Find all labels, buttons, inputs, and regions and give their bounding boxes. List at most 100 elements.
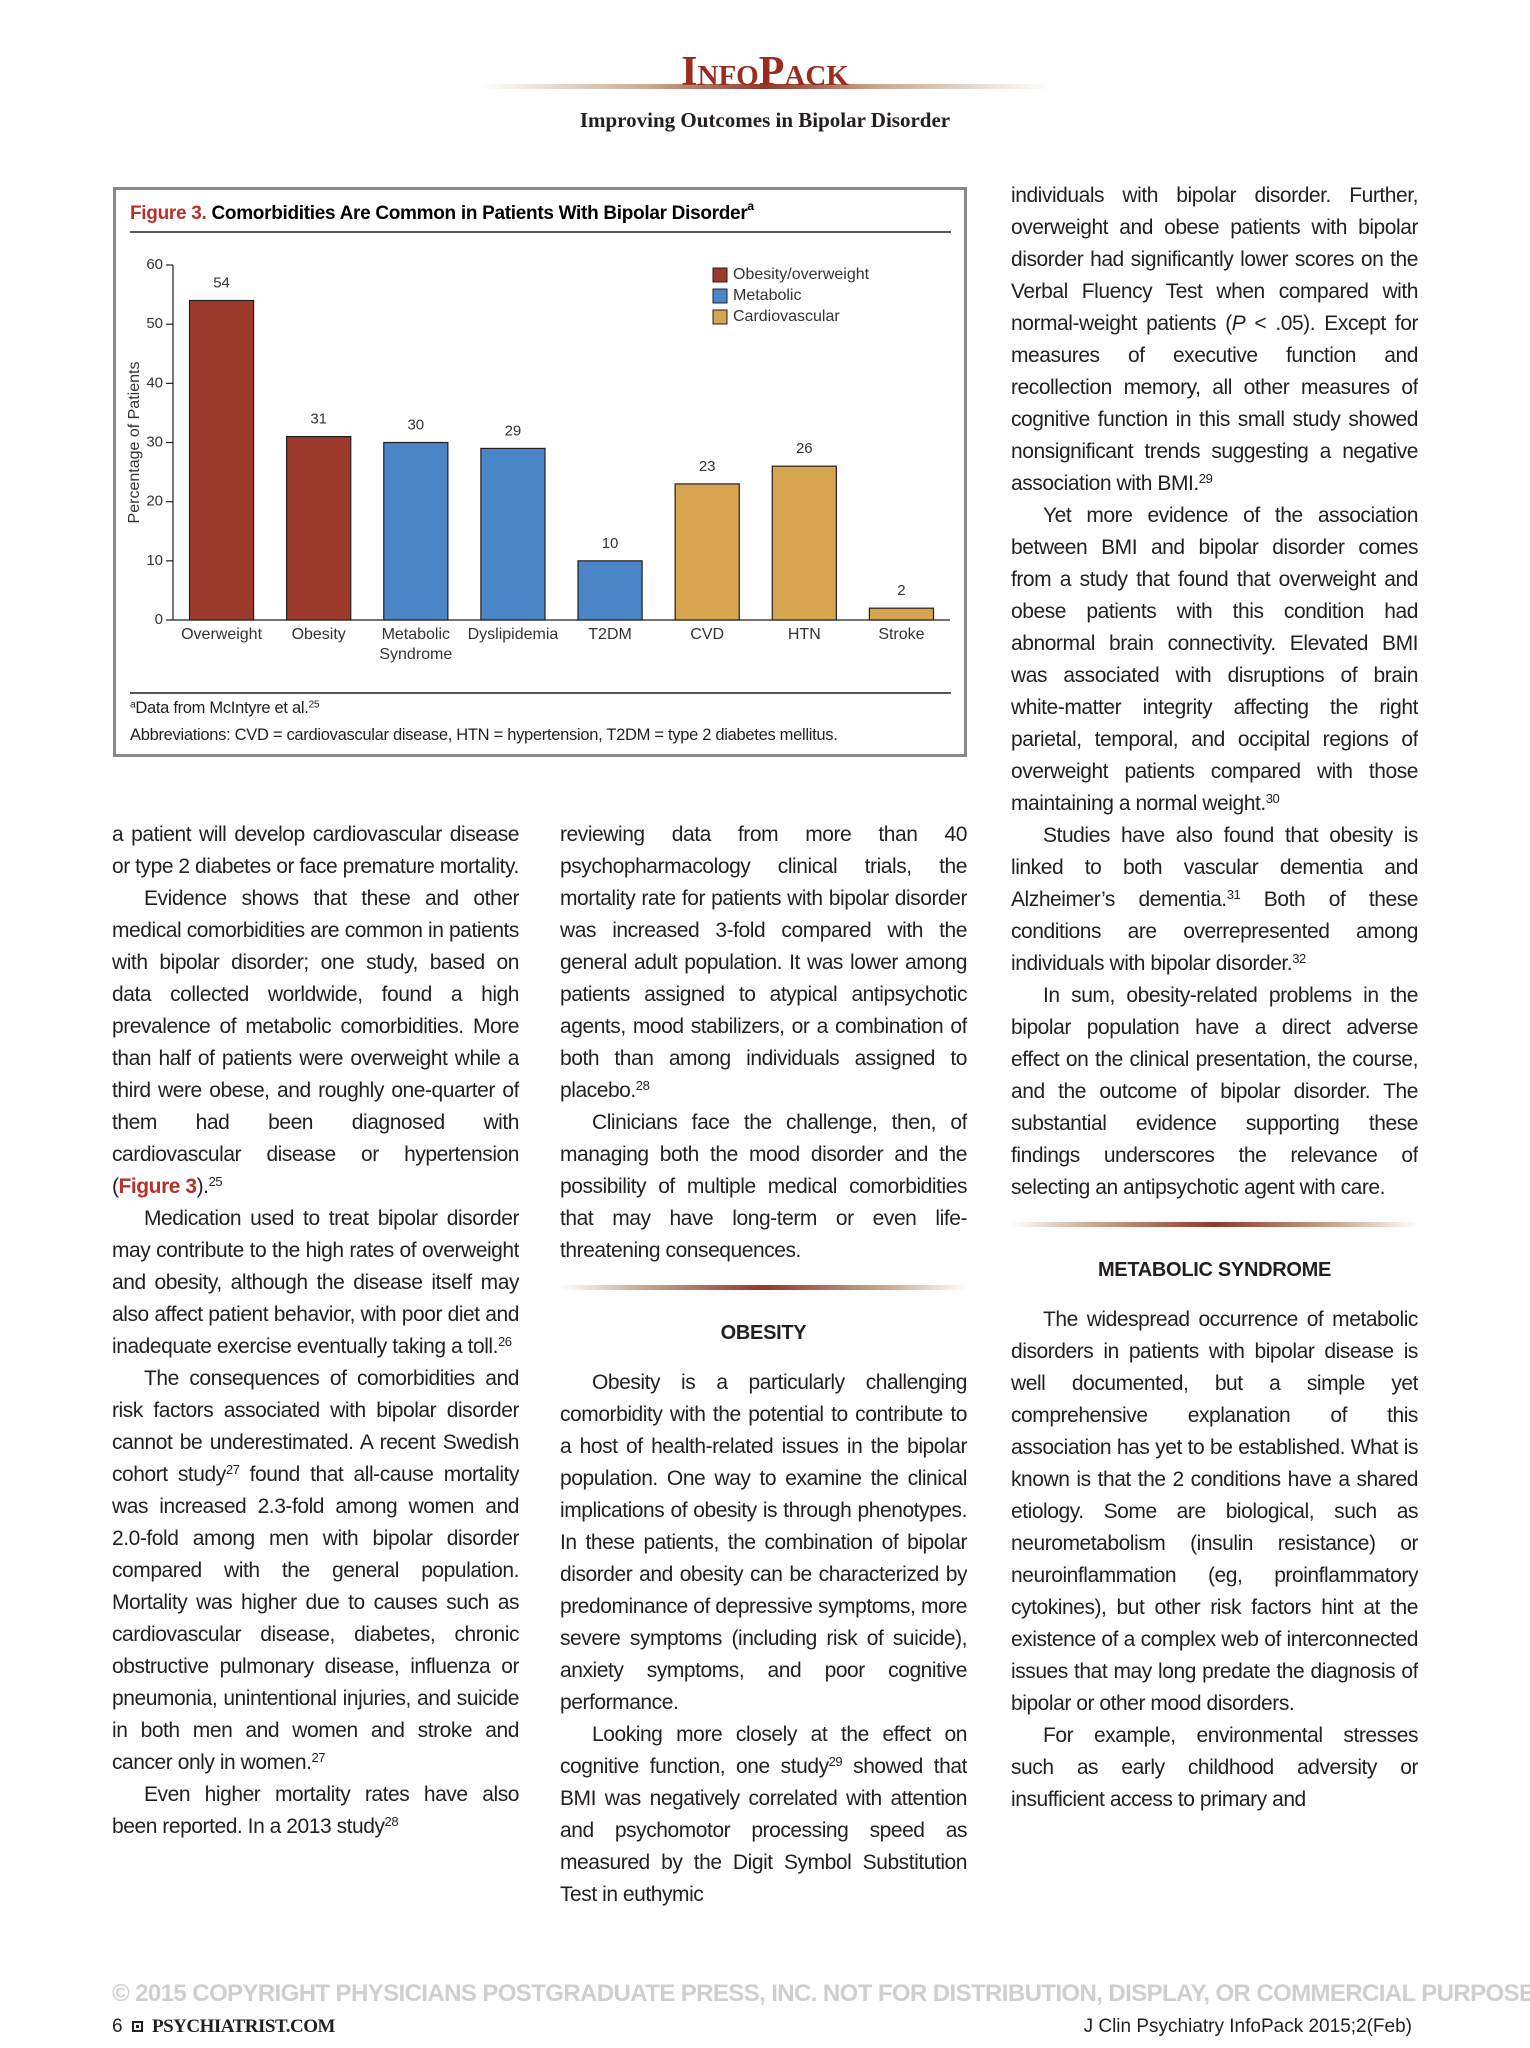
data-label: 54 [213, 274, 230, 291]
text-run: For example, environmental stresses such… [1011, 1724, 1418, 1811]
data-label: 31 [310, 411, 327, 428]
bar [480, 447, 546, 621]
text-run: ). [196, 1175, 209, 1198]
x-tick-label: CVD [690, 626, 725, 643]
text-run: individuals with bipolar disorder. Furth… [1011, 184, 1418, 335]
paragraph: individuals with bipolar disorder. Furth… [1011, 180, 1418, 500]
bar [674, 483, 740, 621]
superscript: 30 [1265, 790, 1280, 806]
x-tick-label: Obesity [291, 626, 346, 643]
x-tick-label: Dyslipidemia [467, 626, 559, 643]
superscript: a [130, 699, 136, 711]
column: individuals with bipolar disorder. Furth… [1011, 180, 1418, 1949]
superscript: 25 [208, 1173, 223, 1189]
y-tick-label: 20 [146, 493, 163, 510]
title-sup: a [747, 199, 754, 213]
citation: J Clin Psychiatry InfoPack 2015;2(Feb) [1083, 2016, 1412, 2037]
figure-border [113, 187, 967, 757]
data-label: 29 [505, 422, 522, 439]
column: reviewing data from more than 40 psychop… [560, 819, 967, 1949]
paragraph: Clinicians face the challenge, then, of … [560, 1107, 967, 1267]
italic-run: P [1231, 312, 1246, 335]
superscript: 27 [225, 1461, 240, 1477]
section-heading: OBESITY [560, 1281, 967, 1349]
footer-icon [132, 2021, 143, 2032]
section-heading: METABOLIC SYNDROME [1011, 1218, 1418, 1286]
superscript: 29 [1198, 470, 1213, 486]
paragraph: Even higher mortality rates have also be… [112, 1779, 519, 1843]
text-run: In sum, obesity-related problems in the … [1011, 984, 1418, 1199]
text-run: a patient will develop cardiovascular di… [112, 823, 519, 878]
text-run: Yet more evidence of the association bet… [1011, 504, 1418, 815]
y-tick-label: 60 [146, 256, 163, 273]
superscript: 28 [384, 1813, 399, 1829]
text-run: Clinicians face the challenge, then, of … [560, 1111, 967, 1262]
page-number: 6 [112, 2016, 123, 2037]
text-run: Obesity is a particularly challenging co… [560, 1371, 967, 1714]
y-tick-label: 10 [146, 552, 163, 569]
bar [286, 435, 352, 621]
title-text: Comorbidities Are Common in Patients Wit… [211, 203, 748, 224]
header-rule [480, 84, 1050, 89]
paragraph: Looking more closely at the effect on co… [560, 1719, 967, 1911]
x-tick-label: Stroke [878, 626, 925, 643]
paragraph: In sum, obesity-related problems in the … [1011, 980, 1418, 1204]
text-run: The consequences of comorbidities and ri… [112, 1367, 519, 1486]
text-run: Medication used to treat bipolar disorde… [112, 1207, 519, 1358]
watermark: © 2015 COPYRIGHT PHYSICIANS POSTGRADUATE… [112, 1980, 1530, 2007]
chart-title: Figure 3. Comorbidities Are Common in Pa… [130, 199, 754, 224]
text-run: Studies have also found that obesity is … [1011, 824, 1418, 911]
text-run: reviewing data from more than 40 psychop… [560, 823, 967, 1102]
y-axis-label: Percentage of Patients [126, 362, 143, 524]
x-tick-label: Overweight [181, 626, 263, 643]
figure-note: Abbreviations: CVD = cardiovascular dise… [130, 726, 960, 745]
text-run: Looking more closely at the effect on co… [560, 1723, 967, 1778]
superscript: 29 [828, 1753, 843, 1769]
bar [188, 299, 255, 621]
y-tick-label: 50 [146, 315, 163, 332]
superscript: 25 [308, 699, 320, 711]
bar [771, 465, 837, 621]
data-label: 30 [407, 416, 424, 433]
data-label: 2 [897, 582, 905, 599]
data-label: 10 [602, 535, 619, 552]
column: a patient will develop cardiovascular di… [112, 819, 519, 1949]
text-run: found that all-cause mortality was incre… [112, 1463, 519, 1774]
text-run: showed that BMI was negatively correlate… [560, 1755, 967, 1906]
legend-label: Metabolic [733, 287, 801, 304]
header-subtitle: Improving Outcomes in Bipolar Disorder [579, 108, 951, 132]
text-run: Even higher mortality rates have also be… [112, 1783, 519, 1838]
y-tick-label: 0 [155, 611, 163, 628]
superscript: 27 [311, 1749, 326, 1765]
paragraph: Yet more evidence of the association bet… [1011, 500, 1418, 820]
legend-swatch [712, 309, 728, 325]
superscript: 26 [498, 1333, 512, 1349]
paragraph: The widespread occurrence of metabolic d… [1011, 1304, 1418, 1720]
superscript: 31 [1226, 886, 1241, 902]
paragraph: Obesity is a particularly challenging co… [560, 1367, 967, 1719]
text-run: < .05). Except for measures of executive… [1011, 312, 1418, 495]
y-tick-label: 40 [146, 374, 163, 391]
bar [868, 607, 935, 621]
bar [577, 560, 643, 621]
y-tick-label: 30 [146, 433, 163, 450]
x-tick-label: T2DM [588, 626, 632, 643]
data-label: 26 [796, 440, 813, 457]
paragraph: The consequences of comorbidities and ri… [112, 1363, 519, 1779]
data-label: 23 [699, 458, 716, 475]
superscript: 28 [635, 1077, 650, 1093]
paragraph: reviewing data from more than 40 psychop… [560, 819, 967, 1107]
paragraph: For example, environmental stresses such… [1011, 1720, 1418, 1816]
x-tick-label: Metabolic Syndrome [379, 626, 453, 663]
figure-ref: Figure 3 [118, 1175, 198, 1198]
figure-label: Figure 3. [130, 203, 206, 224]
brand: InfoPack [681, 49, 849, 95]
site-name: PSYCHIATRIST.COM [152, 2016, 335, 2037]
text-run: Data from McIntyre et al. [135, 699, 309, 717]
paragraph: Evidence shows that these and other medi… [112, 883, 519, 1203]
text-run: Abbreviations: CVD = cardiovascular dise… [130, 726, 838, 744]
legend-swatch [712, 267, 728, 283]
chart: Figure 3. Comorbidities Are Common in Pa… [113, 187, 967, 757]
paragraph: Studies have also found that obesity is … [1011, 820, 1418, 980]
